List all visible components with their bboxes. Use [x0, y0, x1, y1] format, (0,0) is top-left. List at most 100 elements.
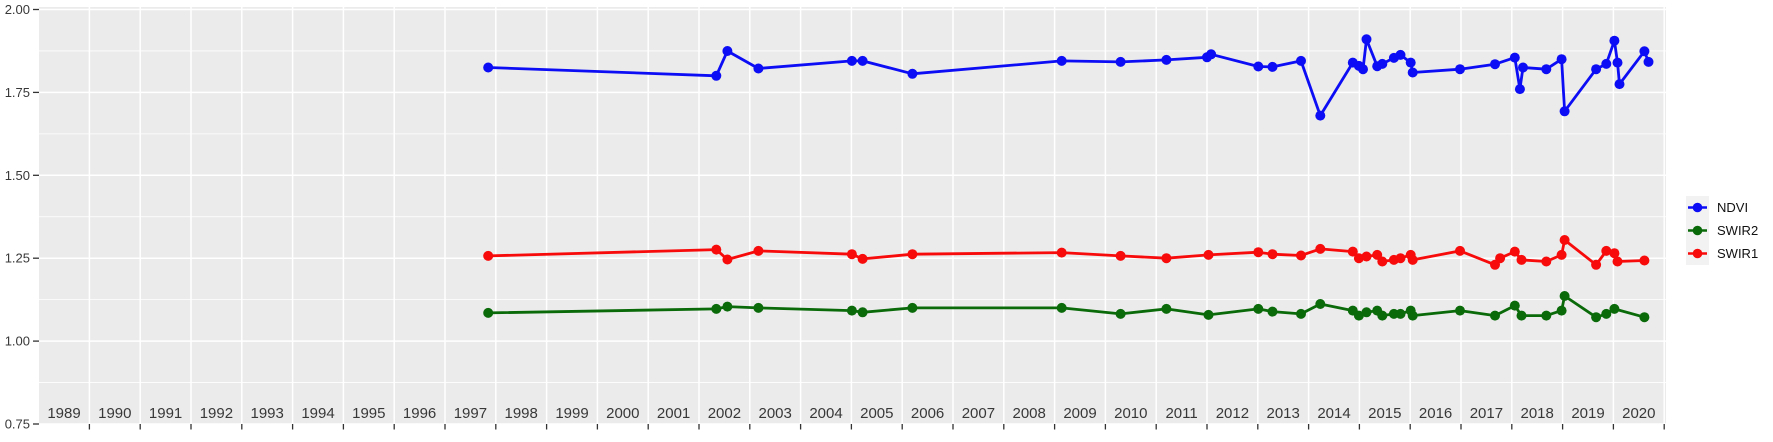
- x-tick-label: 2009: [1063, 405, 1096, 422]
- y-tick-label: 2.00: [5, 2, 30, 17]
- data-point-swir1: [1395, 253, 1406, 264]
- x-tick-label: 2000: [606, 405, 639, 422]
- x-tick-label: 1998: [505, 405, 538, 422]
- data-point-swir2: [1455, 305, 1465, 316]
- x-tick-label: 1999: [555, 405, 588, 422]
- x-tick-label: 2004: [809, 405, 842, 422]
- x-tick-label: 2017: [1470, 405, 1503, 422]
- x-tick-label: 1989: [47, 405, 80, 422]
- y-tick-label: 1.25: [5, 251, 30, 266]
- y-tick-label: 1.00: [5, 334, 30, 349]
- data-point-ndvi: [1490, 59, 1500, 70]
- data-point-swir2: [1601, 308, 1612, 319]
- data-point-ndvi: [1405, 57, 1416, 68]
- data-point-swir2: [1556, 305, 1567, 316]
- data-point-ndvi: [857, 55, 868, 66]
- data-point-swir2: [846, 305, 857, 316]
- data-point-swir2: [1516, 310, 1527, 321]
- data-point-swir2: [1203, 309, 1214, 320]
- data-point-ndvi: [1161, 54, 1172, 65]
- legend-item-swir1: SWIR1: [1686, 242, 1758, 265]
- data-point-ndvi: [846, 55, 857, 66]
- data-point-swir2: [722, 301, 733, 312]
- y-tick-label: 1.75: [5, 85, 30, 100]
- data-point-swir1: [1407, 254, 1418, 265]
- y-tick-label: 1.50: [5, 168, 30, 183]
- x-tick-label: 2008: [1013, 405, 1046, 422]
- x-tick-label: 1993: [251, 405, 284, 422]
- x-tick-label: 2010: [1114, 405, 1147, 422]
- data-point-ndvi: [753, 63, 764, 74]
- x-tick-label: 2011: [1165, 405, 1197, 422]
- legend: NDVI SWIR2 SWIR1: [1686, 196, 1758, 265]
- data-point-swir2: [857, 307, 868, 318]
- legend-item-swir2: SWIR2: [1686, 219, 1758, 242]
- data-point-swir2: [1267, 306, 1278, 317]
- data-point-swir1: [753, 245, 764, 256]
- data-point-swir2: [1490, 310, 1500, 321]
- data-point-ndvi: [1296, 55, 1306, 66]
- data-point-ndvi: [1556, 54, 1567, 65]
- data-point-ndvi: [1514, 84, 1525, 95]
- x-tick-label: 1994: [301, 405, 334, 422]
- data-point-swir1: [1612, 256, 1623, 267]
- x-tick-label: 1997: [454, 405, 487, 422]
- data-point-swir2: [1639, 312, 1650, 323]
- legend-label: SWIR2: [1717, 223, 1759, 238]
- legend-label: SWIR1: [1717, 246, 1759, 261]
- legend-key-icon: [1686, 219, 1709, 242]
- data-point-swir2: [1353, 310, 1364, 321]
- data-point-swir2: [483, 307, 494, 318]
- data-point-swir1: [1609, 248, 1620, 259]
- data-point-swir2: [1541, 310, 1552, 321]
- data-point-ndvi: [1206, 49, 1217, 60]
- data-point-ndvi: [1377, 58, 1388, 69]
- data-point-swir2: [1395, 308, 1406, 319]
- data-point-swir1: [1056, 247, 1067, 258]
- x-tick-label: 2019: [1571, 405, 1604, 422]
- data-point-swir2: [1377, 310, 1388, 321]
- data-point-swir1: [1556, 249, 1567, 260]
- data-point-swir2: [1407, 310, 1418, 321]
- x-tick-label: 2002: [708, 405, 741, 422]
- data-point-swir1: [722, 254, 733, 265]
- data-point-swir1: [1495, 253, 1506, 264]
- data-point-ndvi: [1395, 49, 1406, 60]
- y-tick-label: 0.75: [5, 417, 30, 432]
- legend-item-ndvi: NDVI: [1686, 196, 1758, 219]
- x-tick-label: 2013: [1267, 405, 1300, 422]
- plot-panel: [39, 7, 1666, 424]
- data-point-swir1: [711, 244, 722, 255]
- data-point-swir1: [1161, 253, 1172, 264]
- data-point-swir2: [711, 303, 722, 314]
- data-point-swir2: [1253, 303, 1264, 314]
- data-point-swir1: [1541, 256, 1552, 267]
- data-point-swir1: [1267, 249, 1278, 260]
- data-point-swir2: [1115, 308, 1126, 319]
- data-point-swir1: [1353, 253, 1364, 264]
- data-point-ndvi: [1601, 58, 1612, 69]
- x-tick-label: 2012: [1216, 405, 1249, 422]
- data-point-swir2: [1509, 300, 1520, 311]
- data-point-ndvi: [1253, 61, 1264, 72]
- data-point-swir1: [1347, 246, 1358, 257]
- x-tick-label: 2007: [962, 405, 995, 422]
- data-point-ndvi: [1315, 110, 1326, 121]
- data-point-ndvi: [1455, 64, 1465, 75]
- data-point-ndvi: [1267, 61, 1278, 72]
- data-point-swir1: [1253, 247, 1264, 258]
- data-point-ndvi: [722, 46, 733, 56]
- data-point-swir1: [1115, 250, 1126, 261]
- data-point-swir2: [753, 302, 764, 313]
- data-point-swir1: [1639, 255, 1650, 266]
- data-point-swir2: [1296, 308, 1306, 319]
- data-point-ndvi: [1056, 55, 1067, 66]
- data-point-ndvi: [1509, 52, 1520, 63]
- data-point-swir2: [1056, 302, 1067, 313]
- data-point-ndvi: [483, 62, 494, 73]
- data-point-ndvi: [1518, 62, 1528, 73]
- x-tick-label: 2015: [1368, 405, 1401, 422]
- data-point-swir2: [1591, 312, 1602, 323]
